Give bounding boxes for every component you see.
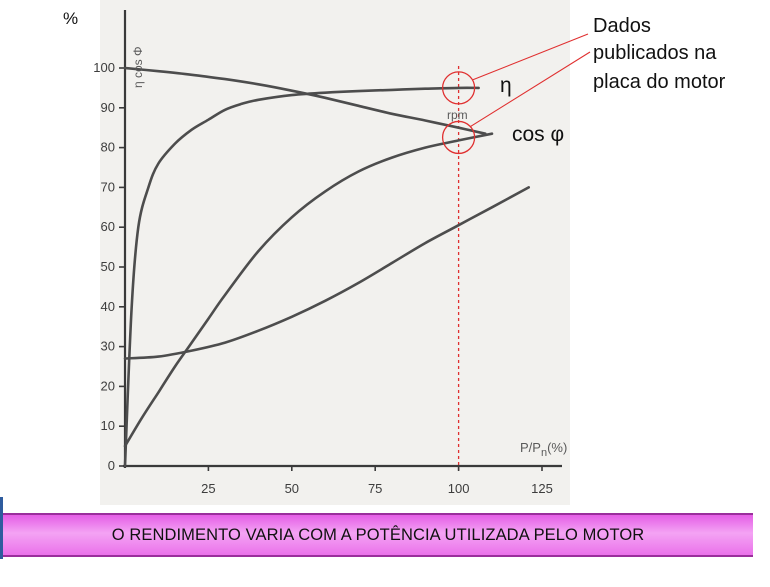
y-tick-label: 70 bbox=[101, 179, 115, 194]
y-tick-label: 30 bbox=[101, 339, 115, 354]
y-tick-label: 0 bbox=[108, 458, 115, 473]
y-tick-label: 20 bbox=[101, 378, 115, 393]
y-tick-label: 10 bbox=[101, 418, 115, 433]
callout-text-line-3: placa do motor bbox=[593, 71, 726, 93]
eta-series-label: η bbox=[500, 74, 512, 97]
y-axis-unit-label: % bbox=[63, 9, 78, 28]
y-tick-label: 100 bbox=[93, 60, 115, 75]
y-axis-vertical-label: η cos Φ bbox=[131, 46, 145, 88]
cos-phi-curve bbox=[123, 132, 494, 448]
y-tick-label: 80 bbox=[101, 140, 115, 155]
callout-leader-eta bbox=[472, 33, 589, 81]
efficiency-chart: 0 10 20 30 40 50 60 70 80 90 100 25 50 75 100 125 % η … bbox=[63, 0, 726, 505]
scan-background bbox=[100, 0, 570, 505]
rpm-curve bbox=[123, 66, 487, 135]
x-tick-label: 125 bbox=[531, 481, 553, 496]
y-ticks: 0 10 20 30 40 50 60 70 80 90 100 bbox=[93, 60, 125, 473]
x-tick-label: 25 bbox=[201, 481, 215, 496]
axes: 0 10 20 30 40 50 60 70 80 90 100 25 50 75 100 125 bbox=[93, 10, 562, 496]
eta-curve bbox=[123, 86, 480, 468]
x-axis-label: P/Pn(%) bbox=[520, 440, 567, 459]
callout-text-line-1: Dados bbox=[593, 15, 651, 37]
cos-phi-series-label: cos φ bbox=[512, 123, 564, 146]
lower-curve bbox=[123, 186, 530, 360]
caption-banner: O RENDIMENTO VARIA COM A POTÊNCIA UTILIZ… bbox=[3, 513, 753, 557]
curves bbox=[123, 66, 530, 468]
x-tick-label: 50 bbox=[285, 481, 299, 496]
rpm-series-label: rpm bbox=[447, 108, 468, 122]
y-tick-label: 40 bbox=[101, 299, 115, 314]
callout-leader-cos-phi bbox=[470, 51, 591, 127]
x-tick-label: 75 bbox=[368, 481, 382, 496]
callout-text-line-2: publicados na bbox=[593, 42, 717, 64]
y-tick-label: 50 bbox=[101, 259, 115, 274]
callout-circle-cos-phi bbox=[441, 120, 476, 155]
y-tick-label: 60 bbox=[101, 219, 115, 234]
slide-accent-bar bbox=[0, 497, 3, 559]
callout-circle-eta bbox=[441, 71, 476, 105]
rated-data-callout bbox=[441, 33, 591, 155]
y-tick-label: 90 bbox=[101, 100, 115, 115]
caption-banner-text: O RENDIMENTO VARIA COM A POTÊNCIA UTILIZ… bbox=[111, 525, 645, 544]
x-tick-label: 100 bbox=[448, 481, 470, 496]
x-ticks: 25 50 75 100 125 bbox=[201, 466, 553, 496]
